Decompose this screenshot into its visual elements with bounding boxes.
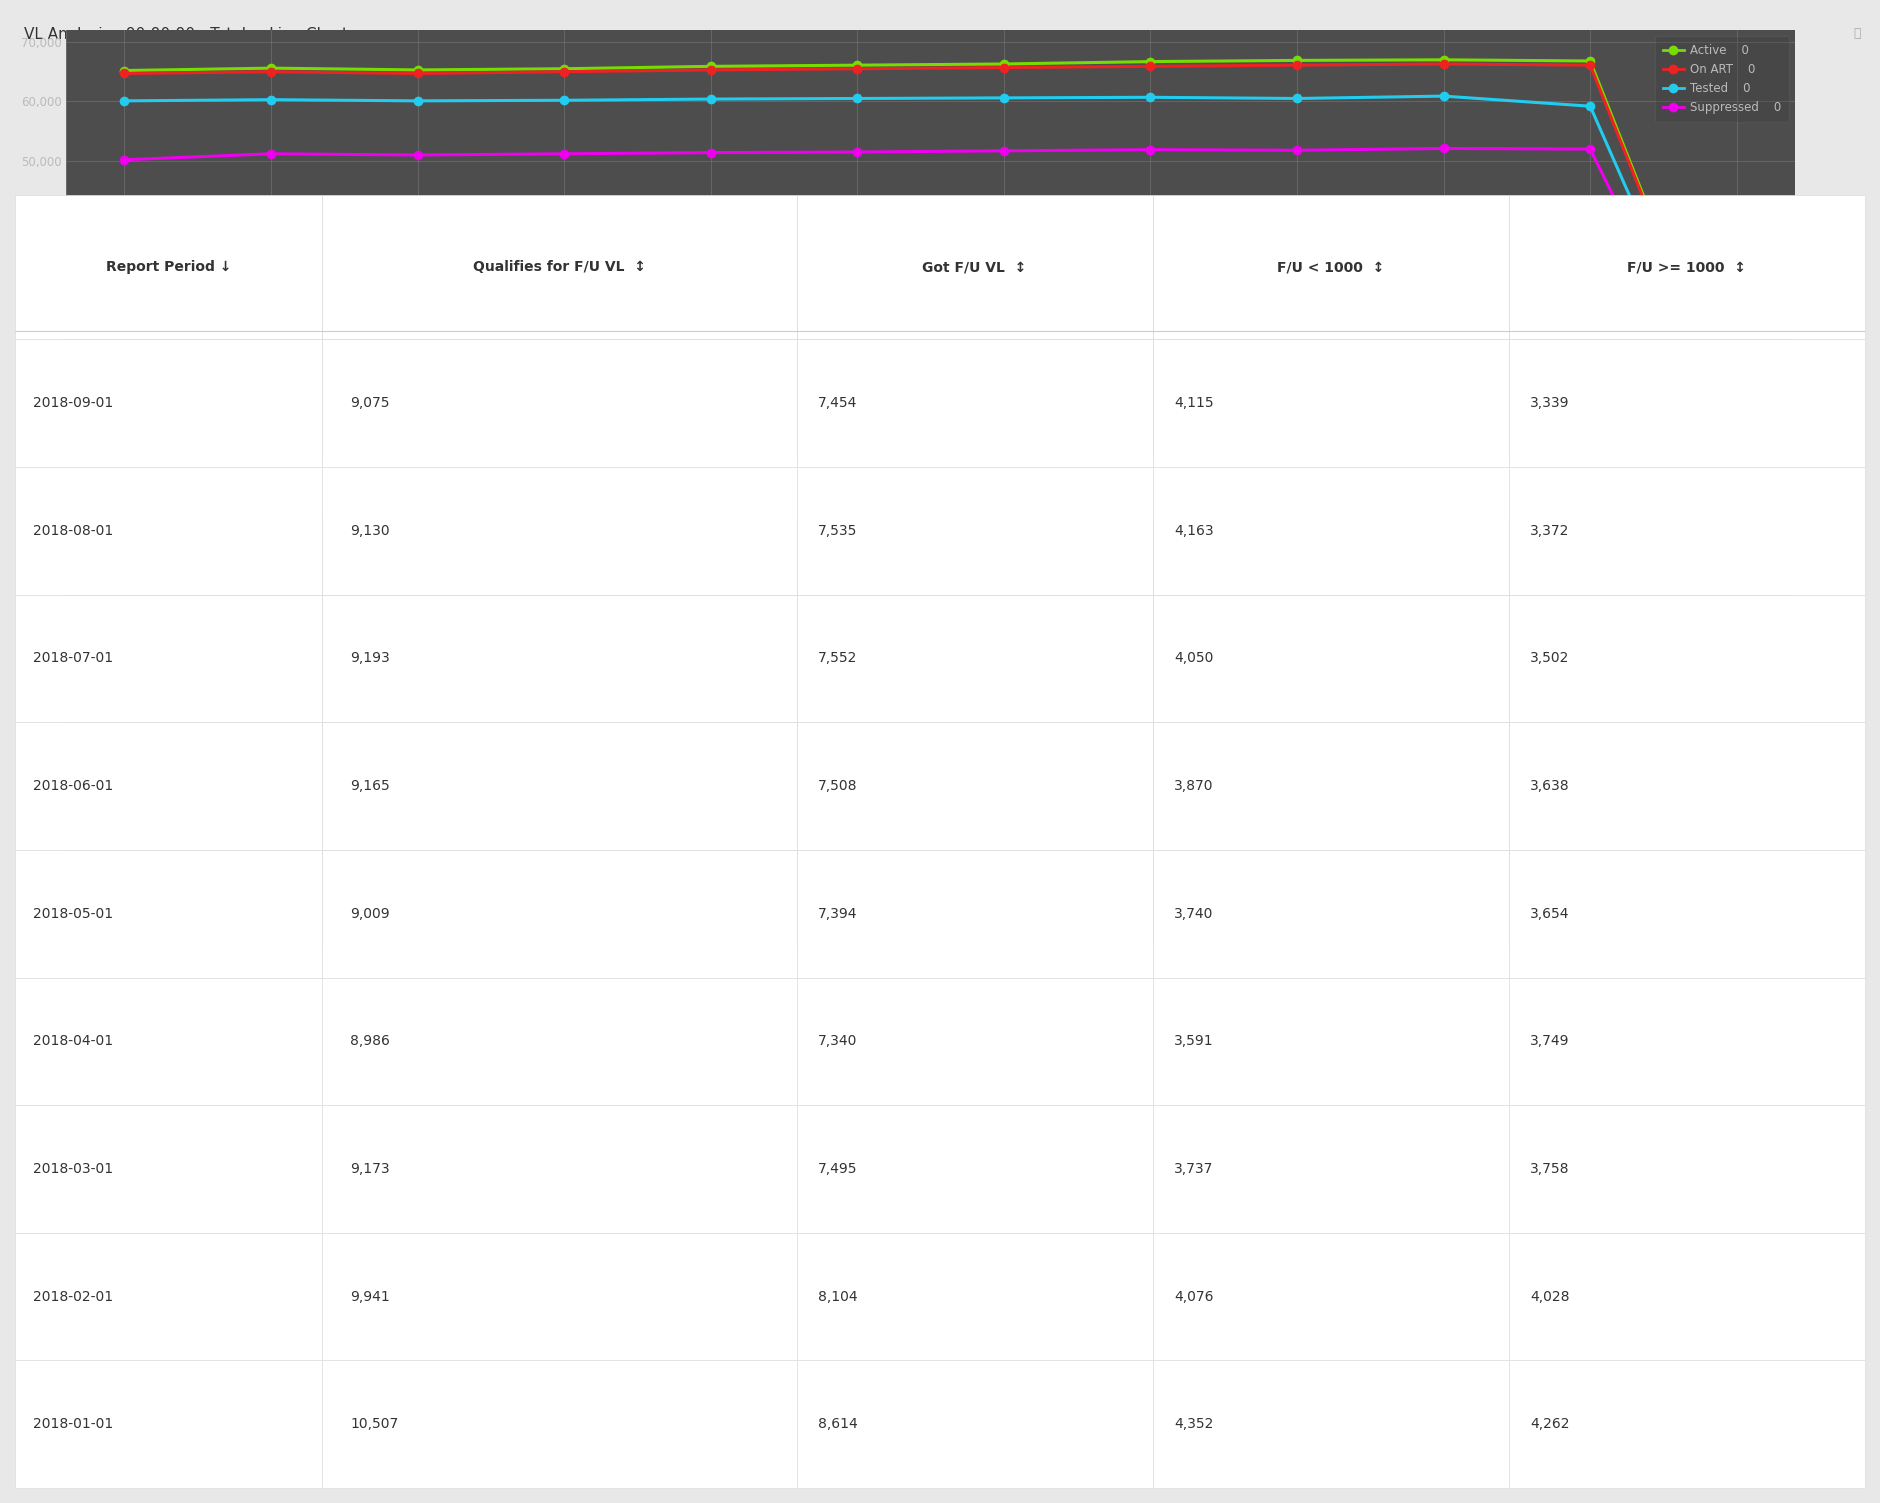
X-axis label: per 1 months: per 1 months (891, 476, 970, 490)
Text: VL Analysis - 90-90-90 - Totals - Line Chart: VL Analysis - 90-90-90 - Totals - Line C… (24, 27, 348, 42)
X-axis label: per 1 months: per 1 months (891, 965, 970, 978)
Text: VL Analysis - 90-90-90 - %'s - Line Chart: VL Analysis - 90-90-90 - %'s - Line Char… (24, 516, 331, 531)
Text: VL Analysis - Key Follow Metrics - Table: VL Analysis - Key Follow Metrics - Table (24, 1007, 321, 1022)
Text: ⤢: ⤢ (1854, 1007, 1861, 1021)
Text: ⤢: ⤢ (1854, 27, 1861, 39)
Legend: On ART    0%, Tested    0%, Suppressed    0%: On ART 0%, Tested 0%, Suppressed 0% (1643, 525, 1790, 592)
Legend: Active    0, On ART    0, Tested    0, Suppressed    0: Active 0, On ART 0, Tested 0, Suppressed… (1654, 36, 1790, 122)
